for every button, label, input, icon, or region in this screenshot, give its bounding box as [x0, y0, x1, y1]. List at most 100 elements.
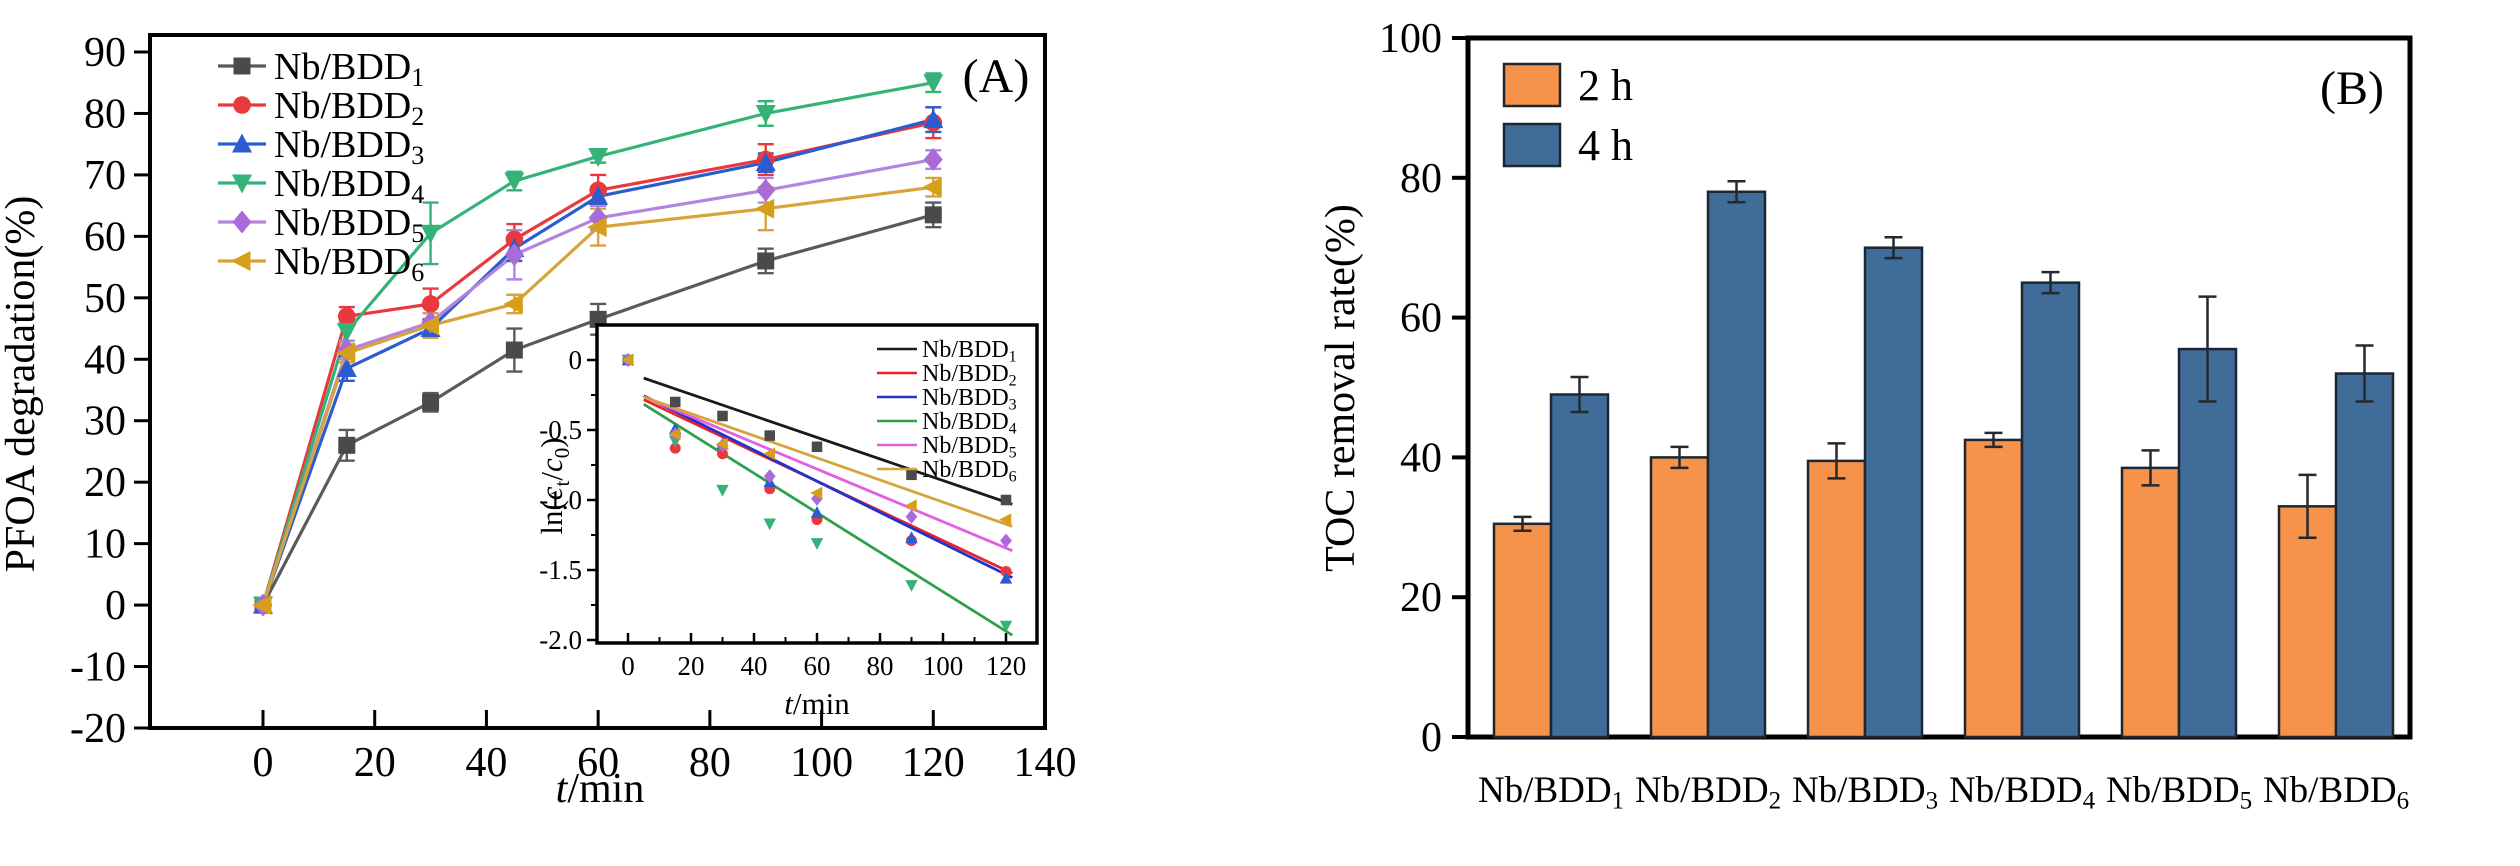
data-point-marker [422, 393, 440, 411]
panel-a-y-tick-label: 0 [105, 583, 126, 629]
data-point-marker [420, 224, 441, 244]
legend-marker [232, 133, 252, 153]
bar-error-bar [2041, 270, 2060, 295]
bar-4h [2177, 347, 2238, 739]
bar-error-bar [1827, 442, 1846, 480]
bar-error-bar [1984, 431, 2003, 449]
bar-2h [1963, 438, 2024, 739]
inset-legend-item-label: Nb/BDD1 [922, 337, 1017, 365]
data-point-marker [252, 595, 272, 616]
data-point-marker [756, 178, 776, 202]
inset-data-point-marker [763, 518, 776, 531]
inset-x-label-unit: /min [793, 686, 850, 721]
inset-data-point-marker [668, 428, 681, 441]
panel-a-y-tick-label: 80 [84, 91, 126, 137]
inset-x-tick-label: 120 [986, 651, 1027, 681]
panel-b-axes: 0 20 40 60 80 100 [1379, 16, 2413, 761]
panel-a-y-tick-label: 30 [84, 399, 126, 445]
data-point-marker [924, 206, 942, 224]
panel-a-x-label-variable: t [556, 766, 569, 812]
category-label: Nb/BDD3 [1792, 770, 1938, 815]
legend-item: Nb/BDD3 [218, 124, 424, 170]
inset-data-point-marker [905, 531, 918, 544]
inset-data-point-marker [999, 620, 1013, 633]
inset-ylabel-sub-0: 0 [550, 448, 574, 459]
inset-legend-item: Nb/BDD6 [877, 457, 1017, 485]
data-point-marker [335, 343, 356, 364]
data-point-marker [923, 109, 944, 129]
inset-data-point-marker [764, 430, 776, 441]
bar-error-bar [1513, 515, 1532, 533]
panel-a-y-tick-label: 10 [84, 522, 126, 568]
fit-line [643, 394, 1013, 579]
panel-b-y-tick-label: 100 [1379, 16, 1442, 62]
legend-item-label: Nb/BDD2 [274, 85, 424, 131]
bar-2h [2277, 505, 2338, 739]
legend-item-label: Nb/BDD6 [274, 241, 424, 287]
data-point-marker [922, 177, 942, 198]
bar-4h [2020, 281, 2081, 739]
inset-axes: 0 -0.5 -1.0 -1.5 -2.0 0 20 40 60 80 100 120 [539, 323, 1039, 681]
panel-b-legend-label: 4 h [1578, 121, 1633, 170]
inset-x-tick-label: 0 [621, 651, 635, 681]
bar-2h [1492, 522, 1553, 739]
inset-ylabel-close: ) [534, 437, 569, 447]
panel-b-frame [1465, 35, 2413, 740]
legend-item-label: Nb/BDD5 [274, 202, 424, 248]
panel-b-legend-label: 2 h [1578, 61, 1633, 110]
category-label: Nb/BDD5 [2106, 770, 2252, 815]
inset-data-point-marker [905, 509, 918, 524]
panel-a-series [252, 72, 944, 617]
inset-data-point-marker [1000, 533, 1012, 548]
data-point-marker [338, 436, 356, 454]
inset-legend-item: Nb/BDD2 [877, 361, 1017, 389]
inset-data-point-marker [810, 506, 824, 518]
panel-b-bars: Nb/BDD1 Nb/BDD2 Nb/BDD3 Nb/BDD4 Nb/BDD5 Nb/BD… [1478, 180, 2409, 815]
legend-item: Nb/BDD5 [218, 202, 424, 248]
inset-ylabel-ln: ln( [534, 500, 569, 534]
legend-marker [232, 210, 252, 234]
panel-a-x-tick-label: 20 [354, 740, 396, 786]
data-point-marker [754, 198, 775, 219]
inset-data-point-marker [762, 447, 776, 460]
panel-b-y-tick-label: 0 [1421, 715, 1442, 761]
inset-data-point-marker [1000, 494, 1012, 506]
inset-series [621, 352, 1014, 637]
data-point-marker [419, 315, 440, 336]
data-point-marker [503, 293, 523, 314]
inset-data-point-marker [669, 396, 681, 408]
inset-ylabel-c1: c [534, 486, 569, 500]
panel-b-y-tick-label: 40 [1400, 435, 1442, 481]
panel-a-x-tick-label: 60 [577, 740, 619, 786]
inset-legend-item-label: Nb/BDD6 [922, 457, 1017, 485]
inset-x-tick-label: 40 [741, 651, 768, 681]
legend-marker [232, 174, 252, 194]
panel-b-y-tick-label: 80 [1400, 156, 1442, 202]
bar-4h [2334, 372, 2395, 739]
panel-b-legend: 2 h4 h [1502, 61, 1633, 170]
panel-a-x-tick-label: 0 [253, 740, 274, 786]
legend-swatch [1502, 62, 1562, 108]
inset-data-point-marker [717, 410, 728, 422]
inset-data-point-marker [810, 538, 824, 550]
data-point-marker [504, 243, 524, 267]
legend-marker [233, 96, 251, 114]
data-point-marker [755, 104, 776, 124]
category-label: Nb/BDD4 [1949, 770, 2096, 815]
inset-data-point-marker [811, 441, 823, 453]
panel-a-x-tick-label: 40 [465, 740, 507, 786]
panel-a-tag: (A) [963, 50, 1030, 103]
data-point-marker [755, 152, 776, 172]
fit-line [643, 395, 1013, 528]
legend-item: Nb/BDD1 [218, 46, 424, 92]
fit-line [643, 376, 1013, 506]
fit-line [643, 395, 1013, 552]
panel-b-legend-item: 2 h [1502, 61, 1633, 110]
inset-data-point-marker [715, 437, 728, 451]
inset-legend-item-label: Nb/BDD2 [922, 361, 1017, 389]
bar-4h [1706, 190, 1767, 739]
data-point-marker [505, 341, 523, 359]
category-label: Nb/BDD1 [1478, 770, 1624, 815]
